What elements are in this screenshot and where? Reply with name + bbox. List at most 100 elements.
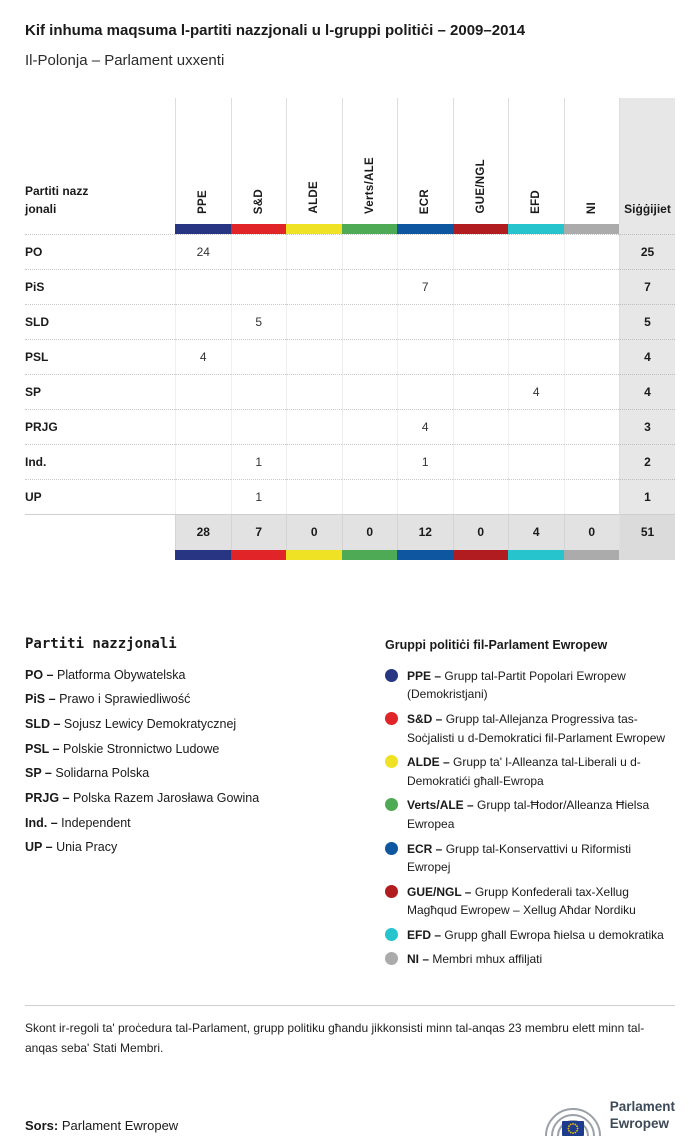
legend-group-item: GUE/NGL – Grupp Konfederali tax-Xellug M… (385, 883, 675, 920)
table-cell (286, 303, 342, 339)
table-cell (175, 268, 231, 304)
table-cell: 4 (175, 338, 231, 374)
totals-row: 28 7 0 0 12 0 4 0 51 (25, 513, 675, 550)
party-name: Ind. (25, 443, 175, 479)
total-seats-cell: 51 (619, 513, 675, 550)
column-header-sd: S&D (230, 97, 287, 224)
table-cell (230, 373, 286, 409)
table-row: SLD 5 5 (25, 303, 675, 339)
legend-group-item: ALDE – Grupp ta' l-Alleanza tal-Liberali… (385, 753, 675, 790)
total-cell: 0 (286, 513, 342, 550)
legend-section: Partiti nazzjonali PO – Platforma Obywat… (25, 636, 675, 975)
table-cell (452, 233, 508, 269)
total-cell: 7 (230, 513, 286, 550)
group-color-dot (385, 952, 398, 966)
table-cell (508, 303, 564, 339)
column-header-seats: Siġġijiet (619, 97, 675, 224)
table-row: SP 4 4 (25, 373, 675, 409)
table-cell (452, 268, 508, 304)
band-gue-ngl (452, 549, 508, 560)
table-cell (452, 303, 508, 339)
table-cell (563, 303, 619, 339)
page-subtitle: Il-Polonja – Parlament uxxenti (25, 51, 225, 69)
table-header-row: Partiti nazzjonali PPE S&D ALDE Verts/AL… (25, 97, 675, 224)
table-row: PSL 4 4 (25, 338, 675, 374)
band-ppe (175, 549, 231, 560)
party-name: PSL (25, 338, 175, 374)
legend-group-item: S&D – Grupp tal-Allejanza Progressiva ta… (385, 710, 675, 747)
table-cell (286, 408, 342, 444)
table-cell (286, 268, 342, 304)
table-cell (286, 443, 342, 479)
table-cell (452, 373, 508, 409)
table-cell (508, 338, 564, 374)
page-title: Kif inhuma maqsuma l-partiti nazzjonali … (25, 22, 526, 39)
table-cell (397, 478, 453, 514)
european-parliament-logo: Parlament Ewropew (544, 1093, 675, 1139)
table-cell (508, 408, 564, 444)
seats-cell: 4 (619, 373, 675, 409)
table-cell: 7 (397, 268, 453, 304)
table-cell (286, 233, 342, 269)
table-cell (341, 443, 397, 479)
table-row: PO 24 25 (25, 233, 675, 269)
table-cell (175, 408, 231, 444)
band-ecr (397, 549, 453, 560)
band-sd (230, 223, 286, 234)
table-cell (341, 373, 397, 409)
table-cell (175, 478, 231, 514)
legend-group-item: Verts/ALE – Grupp tal-Ħodor/Alleanza Ħie… (385, 796, 675, 833)
parliament-hemicycle-icon (544, 1107, 601, 1136)
legend-party-item: PSL – Polskie Stronnictwo Ludowe (25, 741, 220, 756)
table-cell (341, 233, 397, 269)
legend-party-item: PiS – Prawo i Sprawiedliwość (25, 692, 191, 707)
group-color-dot (385, 884, 398, 898)
table-row: Ind. 1 1 2 (25, 443, 675, 479)
legend-parties-title: Partiti nazzjonali (25, 635, 177, 652)
band-gue-ngl (452, 223, 508, 234)
table-cell (563, 268, 619, 304)
party-name: PO (25, 233, 175, 269)
legend-party-item: PO – Platforma Obywatelska (25, 667, 186, 682)
seats-cell: 7 (619, 268, 675, 304)
band-ni (563, 549, 619, 560)
party-name: PiS (25, 268, 175, 304)
column-header-alde: ALDE (286, 97, 342, 224)
divider (25, 1005, 675, 1007)
table-cell (563, 338, 619, 374)
logo-wordmark: Parlament Ewropew (609, 1099, 675, 1131)
table-cell (397, 303, 453, 339)
table-cell (341, 408, 397, 444)
band-efd (508, 549, 564, 560)
table-cell (452, 338, 508, 374)
party-name: SLD (25, 303, 175, 339)
group-color-band-bottom (25, 549, 675, 560)
table-cell (286, 373, 342, 409)
total-cell: 0 (563, 513, 619, 550)
table-cell (341, 478, 397, 514)
legend-party-item: PRJG – Polska Razem Jarosława Gowina (25, 790, 260, 805)
seats-cell: 1 (619, 478, 675, 514)
table-cell (452, 478, 508, 514)
band-verts-ale (341, 223, 397, 234)
total-cell: 12 (397, 513, 453, 550)
column-header-ni: NI (563, 97, 620, 224)
legend-party-item: UP – Unia Pracy (25, 840, 118, 855)
table-cell: 5 (230, 303, 286, 339)
table-cell (397, 338, 453, 374)
seats-cell: 4 (619, 338, 675, 374)
table-cell (397, 233, 453, 269)
table-cell: 24 (175, 233, 231, 269)
legend-party-item: Ind. – Independent (25, 815, 131, 830)
party-name: UP (25, 478, 175, 514)
table-cell (286, 478, 342, 514)
row-header-label: Partiti nazzjonali (25, 183, 89, 216)
column-header-verts-ale: Verts/ALE (341, 97, 398, 224)
table-cell (397, 373, 453, 409)
table-cell: 1 (230, 443, 286, 479)
table-cell (230, 338, 286, 374)
group-color-dot (385, 841, 398, 855)
legend-group-item: NI – Membri mhux affiljati (385, 950, 675, 969)
seats-cell: 3 (619, 408, 675, 444)
band-verts-ale (341, 549, 397, 560)
